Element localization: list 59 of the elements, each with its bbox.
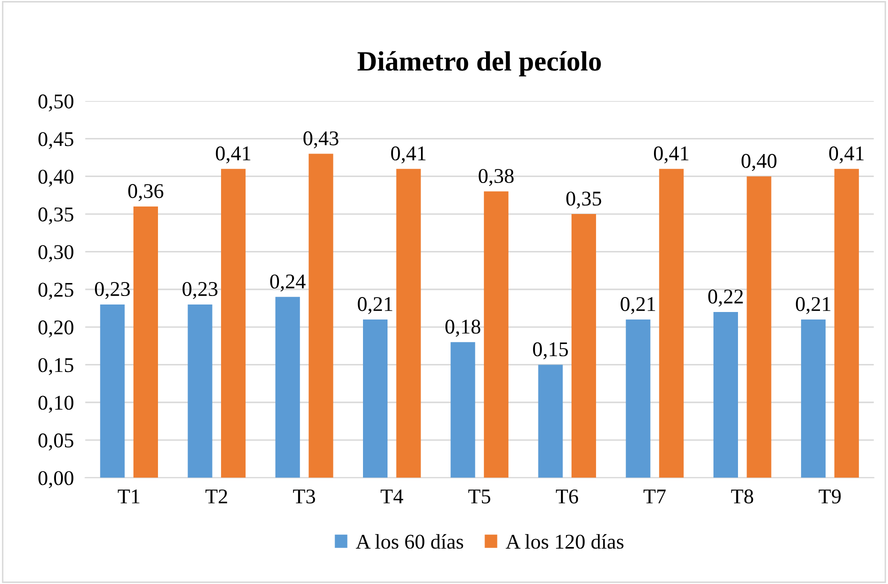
data-label: 0,22 xyxy=(708,290,743,307)
bar xyxy=(275,296,300,478)
bar xyxy=(188,304,212,478)
y-tick-label: 0,05 xyxy=(38,433,74,450)
bar xyxy=(538,364,563,478)
data-label: 0,24 xyxy=(270,274,306,292)
bar xyxy=(221,168,246,478)
bar xyxy=(572,214,596,478)
data-label: 0,21 xyxy=(796,297,830,314)
bar xyxy=(801,320,826,478)
data-label: 0,35 xyxy=(566,192,602,209)
data-label: 0,36 xyxy=(128,184,164,202)
x-tick-label: T5 xyxy=(468,490,490,504)
data-label: 0,40 xyxy=(742,154,776,171)
data-label: 0,43 xyxy=(304,131,338,148)
x-tick-label: T3 xyxy=(293,489,316,504)
bar xyxy=(626,320,650,478)
y-tick-label: 0,00 xyxy=(38,471,74,488)
y-tick-label: 0,15 xyxy=(38,358,74,376)
x-tick-label: T7 xyxy=(644,490,666,504)
y-tick-label: 0,45 xyxy=(38,132,74,150)
chart-title: Diámetro del pecíolo xyxy=(358,51,601,76)
bar xyxy=(396,168,421,478)
bar xyxy=(746,176,772,478)
bar xyxy=(484,191,508,478)
bar xyxy=(713,312,738,478)
x-tick-label: T1 xyxy=(118,490,140,504)
bar xyxy=(100,304,125,478)
bar xyxy=(308,154,334,478)
y-tick-label: 0,30 xyxy=(38,245,74,262)
legend-label: A los 120 días xyxy=(506,534,624,549)
x-tick-label: T8 xyxy=(731,489,754,504)
x-tick-label: T2 xyxy=(205,489,228,504)
bar xyxy=(834,168,859,478)
data-label: 0,41 xyxy=(829,146,864,164)
bar xyxy=(450,342,476,478)
y-tick-label: 0,10 xyxy=(38,396,74,413)
y-tick-label: 0,35 xyxy=(38,207,74,224)
data-label: 0,21 xyxy=(620,297,656,314)
data-label: 0,23 xyxy=(182,282,218,300)
data-label: 0,21 xyxy=(358,297,392,314)
data-label: 0,18 xyxy=(445,320,480,337)
bar xyxy=(133,206,158,478)
data-label: 0,23 xyxy=(94,282,130,300)
y-tick-label: 0,50 xyxy=(38,94,74,112)
y-tick-label: 0,40 xyxy=(38,170,74,187)
bar xyxy=(362,320,388,478)
data-label: 0,38 xyxy=(478,168,514,186)
data-label: 0,15 xyxy=(533,342,568,360)
x-tick-label: T6 xyxy=(556,489,578,504)
data-label: 0,41 xyxy=(216,146,250,164)
y-tick-label: 0,25 xyxy=(38,282,74,300)
data-label: 0,41 xyxy=(654,146,688,164)
x-tick-label: T4 xyxy=(380,490,404,504)
legend-label: A los 60 días xyxy=(356,534,464,549)
bar xyxy=(659,168,684,478)
y-tick-label: 0,20 xyxy=(38,320,74,338)
data-label: 0,41 xyxy=(391,146,426,164)
x-tick-label: T9 xyxy=(818,489,841,504)
